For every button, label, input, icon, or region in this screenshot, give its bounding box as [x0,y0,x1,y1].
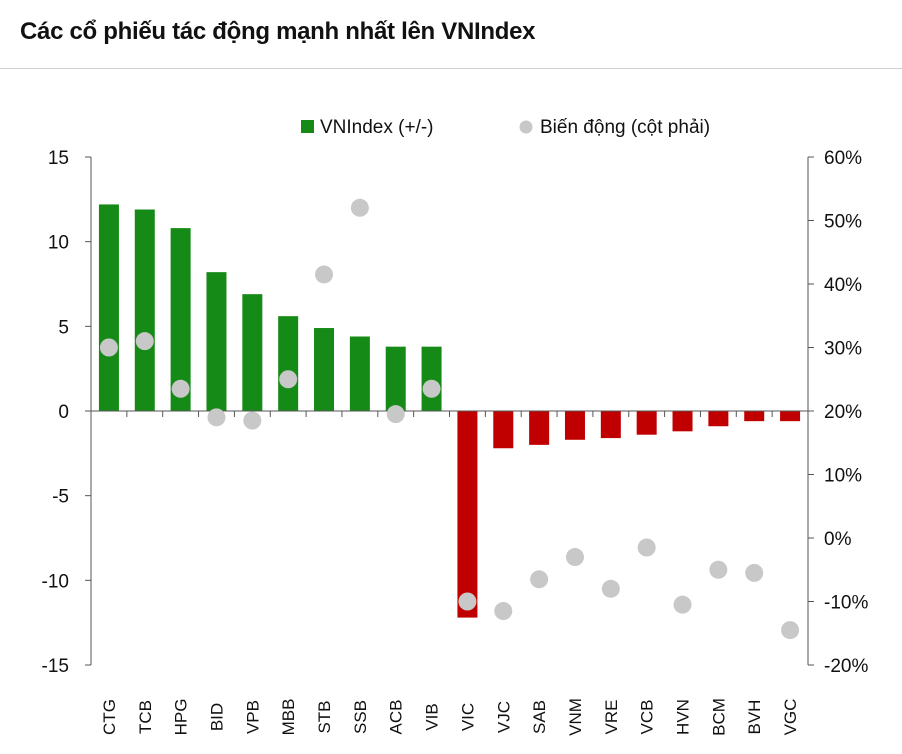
bar-tcb [134,209,155,411]
category-label-ssb: SSB [351,700,370,734]
bar-vjc [493,411,514,449]
right-tick-label: 40% [824,275,862,296]
point-vcb [637,538,656,557]
point-vpb [243,411,262,430]
right-tick-label: -10% [824,593,868,614]
category-label-ctg: CTG [100,699,119,735]
category-label-stb: STB [315,700,334,733]
point-bcm [709,560,728,579]
right-tick-label: -20% [824,656,868,677]
left-tick-label: -15 [42,656,69,677]
title-divider [0,68,902,69]
bar-vnm [564,411,585,440]
point-sab [530,570,549,589]
right-tick-label: 10% [824,466,862,487]
bar-mbb [278,316,299,411]
right-tick-label: 0% [824,529,852,550]
category-label-hpg: HPG [172,699,191,736]
bar-ssb [349,336,370,411]
bar-bvh [744,411,765,422]
right-tick-label: 30% [824,339,862,360]
bar-vib [421,346,442,411]
point-ctg [99,338,118,357]
point-hvn [673,595,692,614]
point-vic [458,592,477,611]
legend-dot-label: Biến động (cột phải) [540,117,710,138]
category-label-acb: ACB [387,700,406,735]
point-vib [422,379,441,398]
chart-title: Các cổ phiếu tác động mạnh nhất lên VNIn… [20,18,536,45]
bar-bid [206,272,227,411]
point-ssb [350,198,369,217]
bar-ctg [98,204,119,411]
legend-bar-swatch [301,120,314,133]
bar-stb [314,328,335,411]
left-tick-label: -10 [42,571,69,592]
category-label-bid: BID [207,703,226,731]
bar-vic [457,411,478,618]
category-label-tcb: TCB [136,700,155,734]
bar-sab [529,411,550,445]
bar-hpg [170,228,191,411]
bar-vpb [242,294,263,411]
point-hpg [171,379,190,398]
left-tick-label: 10 [48,233,69,254]
category-label-vib: VIB [423,703,442,730]
bar-bcm [708,411,729,427]
left-tick-label: 5 [58,317,69,338]
left-tick-label: 0 [58,402,69,423]
point-vgc [781,621,800,640]
bar-vgc [780,411,801,422]
point-tcb [135,332,154,351]
point-mbb [279,370,298,389]
left-tick-label: 15 [48,148,69,169]
category-label-vjc: VJC [494,701,513,733]
category-label-vgc: VGC [781,699,800,736]
category-label-sab: SAB [530,700,549,734]
category-label-vcb: VCB [638,700,657,735]
category-label-vre: VRE [602,700,621,735]
point-vjc [494,602,513,621]
bar-acb [385,346,406,411]
category-label-vpb: VPB [243,700,262,734]
bar-vre [600,411,621,439]
category-label-bvh: BVH [745,700,764,735]
legend-bar-label: VNIndex (+/-) [320,117,434,138]
point-stb [315,265,334,284]
right-tick-label: 50% [824,212,862,233]
category-label-bcm: BCM [709,698,728,736]
point-vnm [565,548,584,567]
point-bid [207,408,226,427]
point-bvh [745,563,764,582]
bar-vcb [636,411,657,435]
category-label-vic: VIC [458,703,477,731]
point-vre [601,579,620,598]
bar-hvn [672,411,693,432]
right-tick-label: 20% [824,402,862,423]
category-label-vnm: VNM [566,698,585,736]
category-label-hvn: HVN [674,699,693,735]
point-acb [386,405,405,424]
right-tick-label: 60% [824,148,862,169]
left-tick-label: -5 [52,487,69,508]
legend-dot-swatch [519,120,533,134]
category-label-mbb: MBB [279,699,298,736]
